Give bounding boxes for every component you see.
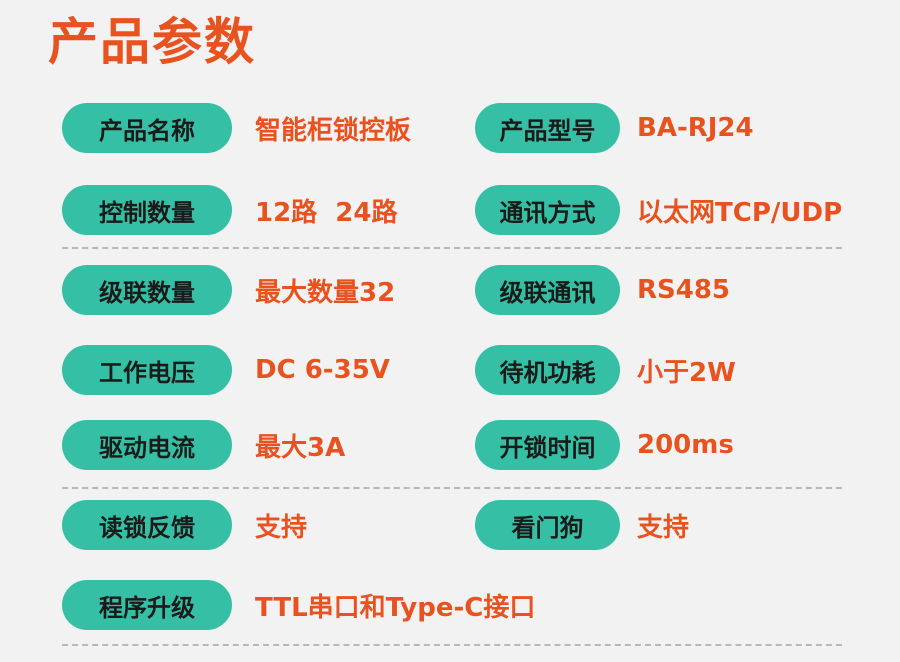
spec-value: 200ms	[637, 430, 734, 460]
spec-label: 程序升级	[62, 580, 232, 630]
spec-value: 以太网TCP/UDP	[637, 197, 843, 228]
separator	[62, 247, 842, 249]
spec-value: 支持	[255, 512, 308, 543]
spec-label: 待机功耗	[475, 345, 620, 395]
spec-label: 读锁反馈	[62, 500, 232, 550]
separator	[62, 644, 842, 646]
spec-label: 工作电压	[62, 345, 232, 395]
spec-label: 级联数量	[62, 265, 232, 315]
spec-label: 产品名称	[62, 103, 232, 153]
spec-label: 级联通讯	[475, 265, 620, 315]
spec-label: 控制数量	[62, 185, 232, 235]
spec-label: 通讯方式	[475, 185, 620, 235]
spec-label: 驱动电流	[62, 420, 232, 470]
spec-value: BA-RJ24	[637, 113, 754, 143]
separator	[62, 487, 842, 489]
spec-label: 产品型号	[475, 103, 620, 153]
spec-value: DC 6-35V	[255, 355, 390, 385]
spec-value: 智能柜锁控板	[255, 115, 412, 146]
page-title: 产品参数	[48, 13, 256, 71]
spec-value: 最大数量32	[255, 277, 396, 308]
spec-value: 最大3A	[255, 432, 346, 463]
spec-value: 12路 24路	[255, 197, 398, 228]
spec-value: RS485	[637, 275, 731, 305]
spec-label: 看门狗	[475, 500, 620, 550]
spec-value: 小于2W	[637, 357, 736, 388]
spec-value: TTL串口和Type-C接口	[255, 592, 536, 623]
spec-value: 支持	[637, 512, 690, 543]
spec-label: 开锁时间	[475, 420, 620, 470]
